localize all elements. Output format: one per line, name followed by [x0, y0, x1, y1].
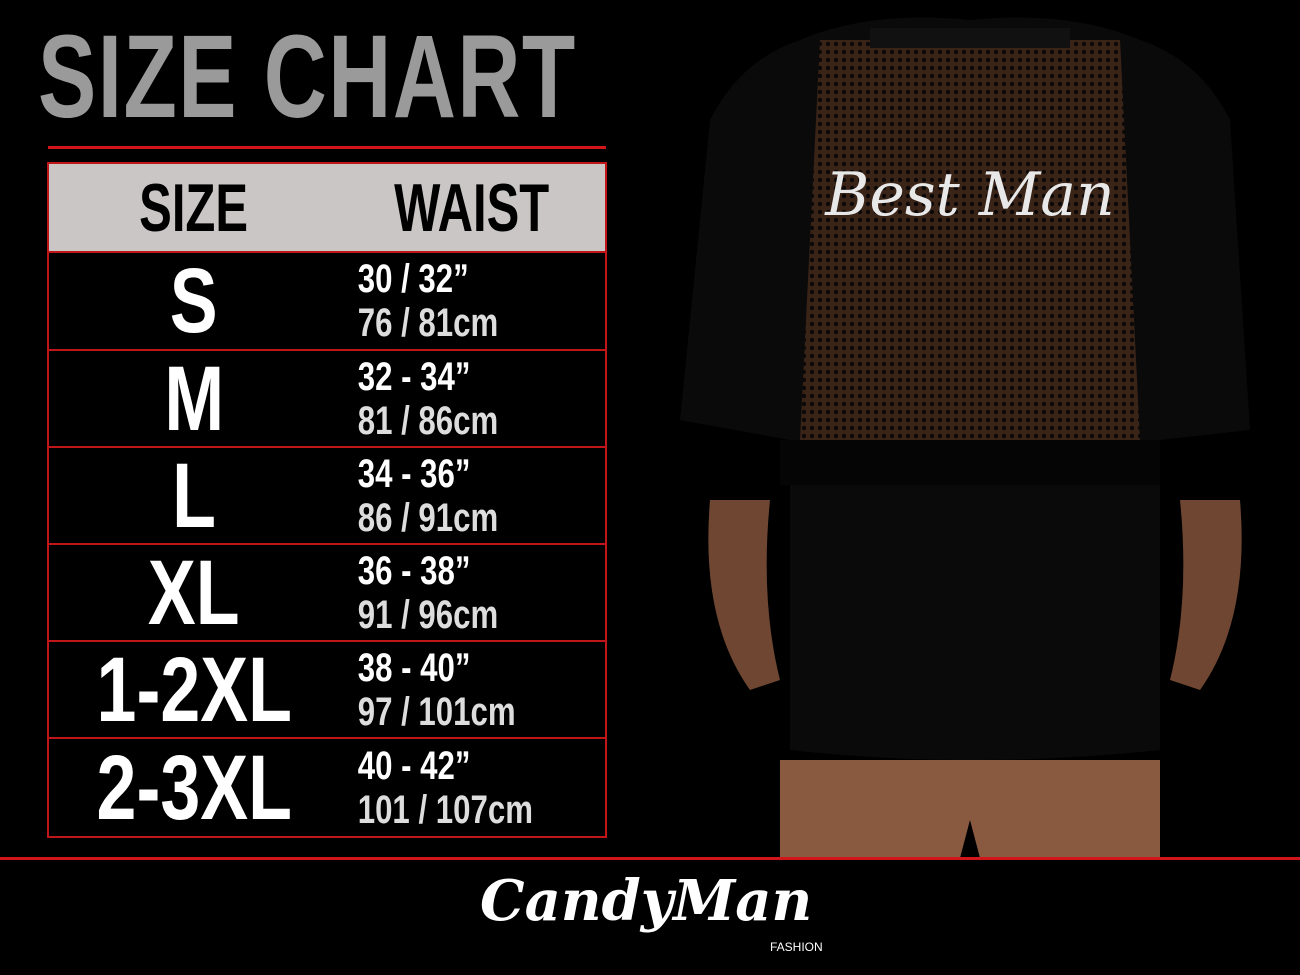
- waist-cm: 97 / 101cm: [357, 689, 516, 734]
- waist-cm: 86 / 91cm: [357, 495, 499, 540]
- garment-print: Best Man: [824, 160, 1114, 230]
- brand-sub: FASHION: [770, 940, 823, 954]
- waist-cm: 76 / 81cm: [357, 301, 499, 345]
- waist-inches: 40 - 42”: [357, 743, 471, 788]
- size-label: S: [170, 253, 218, 351]
- waist-inches: 32 - 34”: [357, 354, 471, 399]
- header-waist: WAIST: [394, 169, 550, 246]
- waist-inches: 36 - 38”: [357, 548, 471, 593]
- waist-inches: 34 - 36”: [357, 451, 471, 496]
- waist-cm: 91 / 96cm: [357, 592, 499, 637]
- table-row: S 30 / 32” 76 / 81cm: [49, 253, 605, 351]
- size-table: SIZE WAIST S 30 / 32” 76 / 81cm M 32 - 34…: [47, 162, 607, 838]
- size-label: L: [172, 448, 216, 545]
- waist-inches: 38 - 40”: [357, 645, 471, 690]
- size-label: XL: [148, 545, 240, 642]
- table-row: XL 36 - 38” 91 / 96cm: [49, 545, 605, 642]
- size-label: 1-2XL: [96, 642, 292, 739]
- table-row: 2-3XL 40 - 42” 101 / 107cm: [49, 739, 605, 836]
- product-photo: Best Man: [640, 0, 1300, 858]
- size-label: 2-3XL: [96, 739, 292, 836]
- footer-divider: [0, 857, 1300, 860]
- header-size: SIZE: [139, 169, 249, 246]
- waist-inches: 30 / 32”: [357, 257, 469, 301]
- brand-logo: CandyMan FASHION: [470, 866, 840, 971]
- brand-name: CandyMan: [480, 868, 813, 934]
- page-title: SIZE CHART: [38, 11, 577, 143]
- waist-cm: 101 / 107cm: [357, 787, 533, 832]
- title-divider: [48, 146, 606, 149]
- size-label: M: [164, 351, 224, 448]
- table-row: L 34 - 36” 86 / 91cm: [49, 448, 605, 545]
- table-row: 1-2XL 38 - 40” 97 / 101cm: [49, 642, 605, 739]
- table-header: SIZE WAIST: [49, 164, 605, 253]
- table-row: M 32 - 34” 81 / 86cm: [49, 351, 605, 448]
- waist-cm: 81 / 86cm: [357, 398, 499, 443]
